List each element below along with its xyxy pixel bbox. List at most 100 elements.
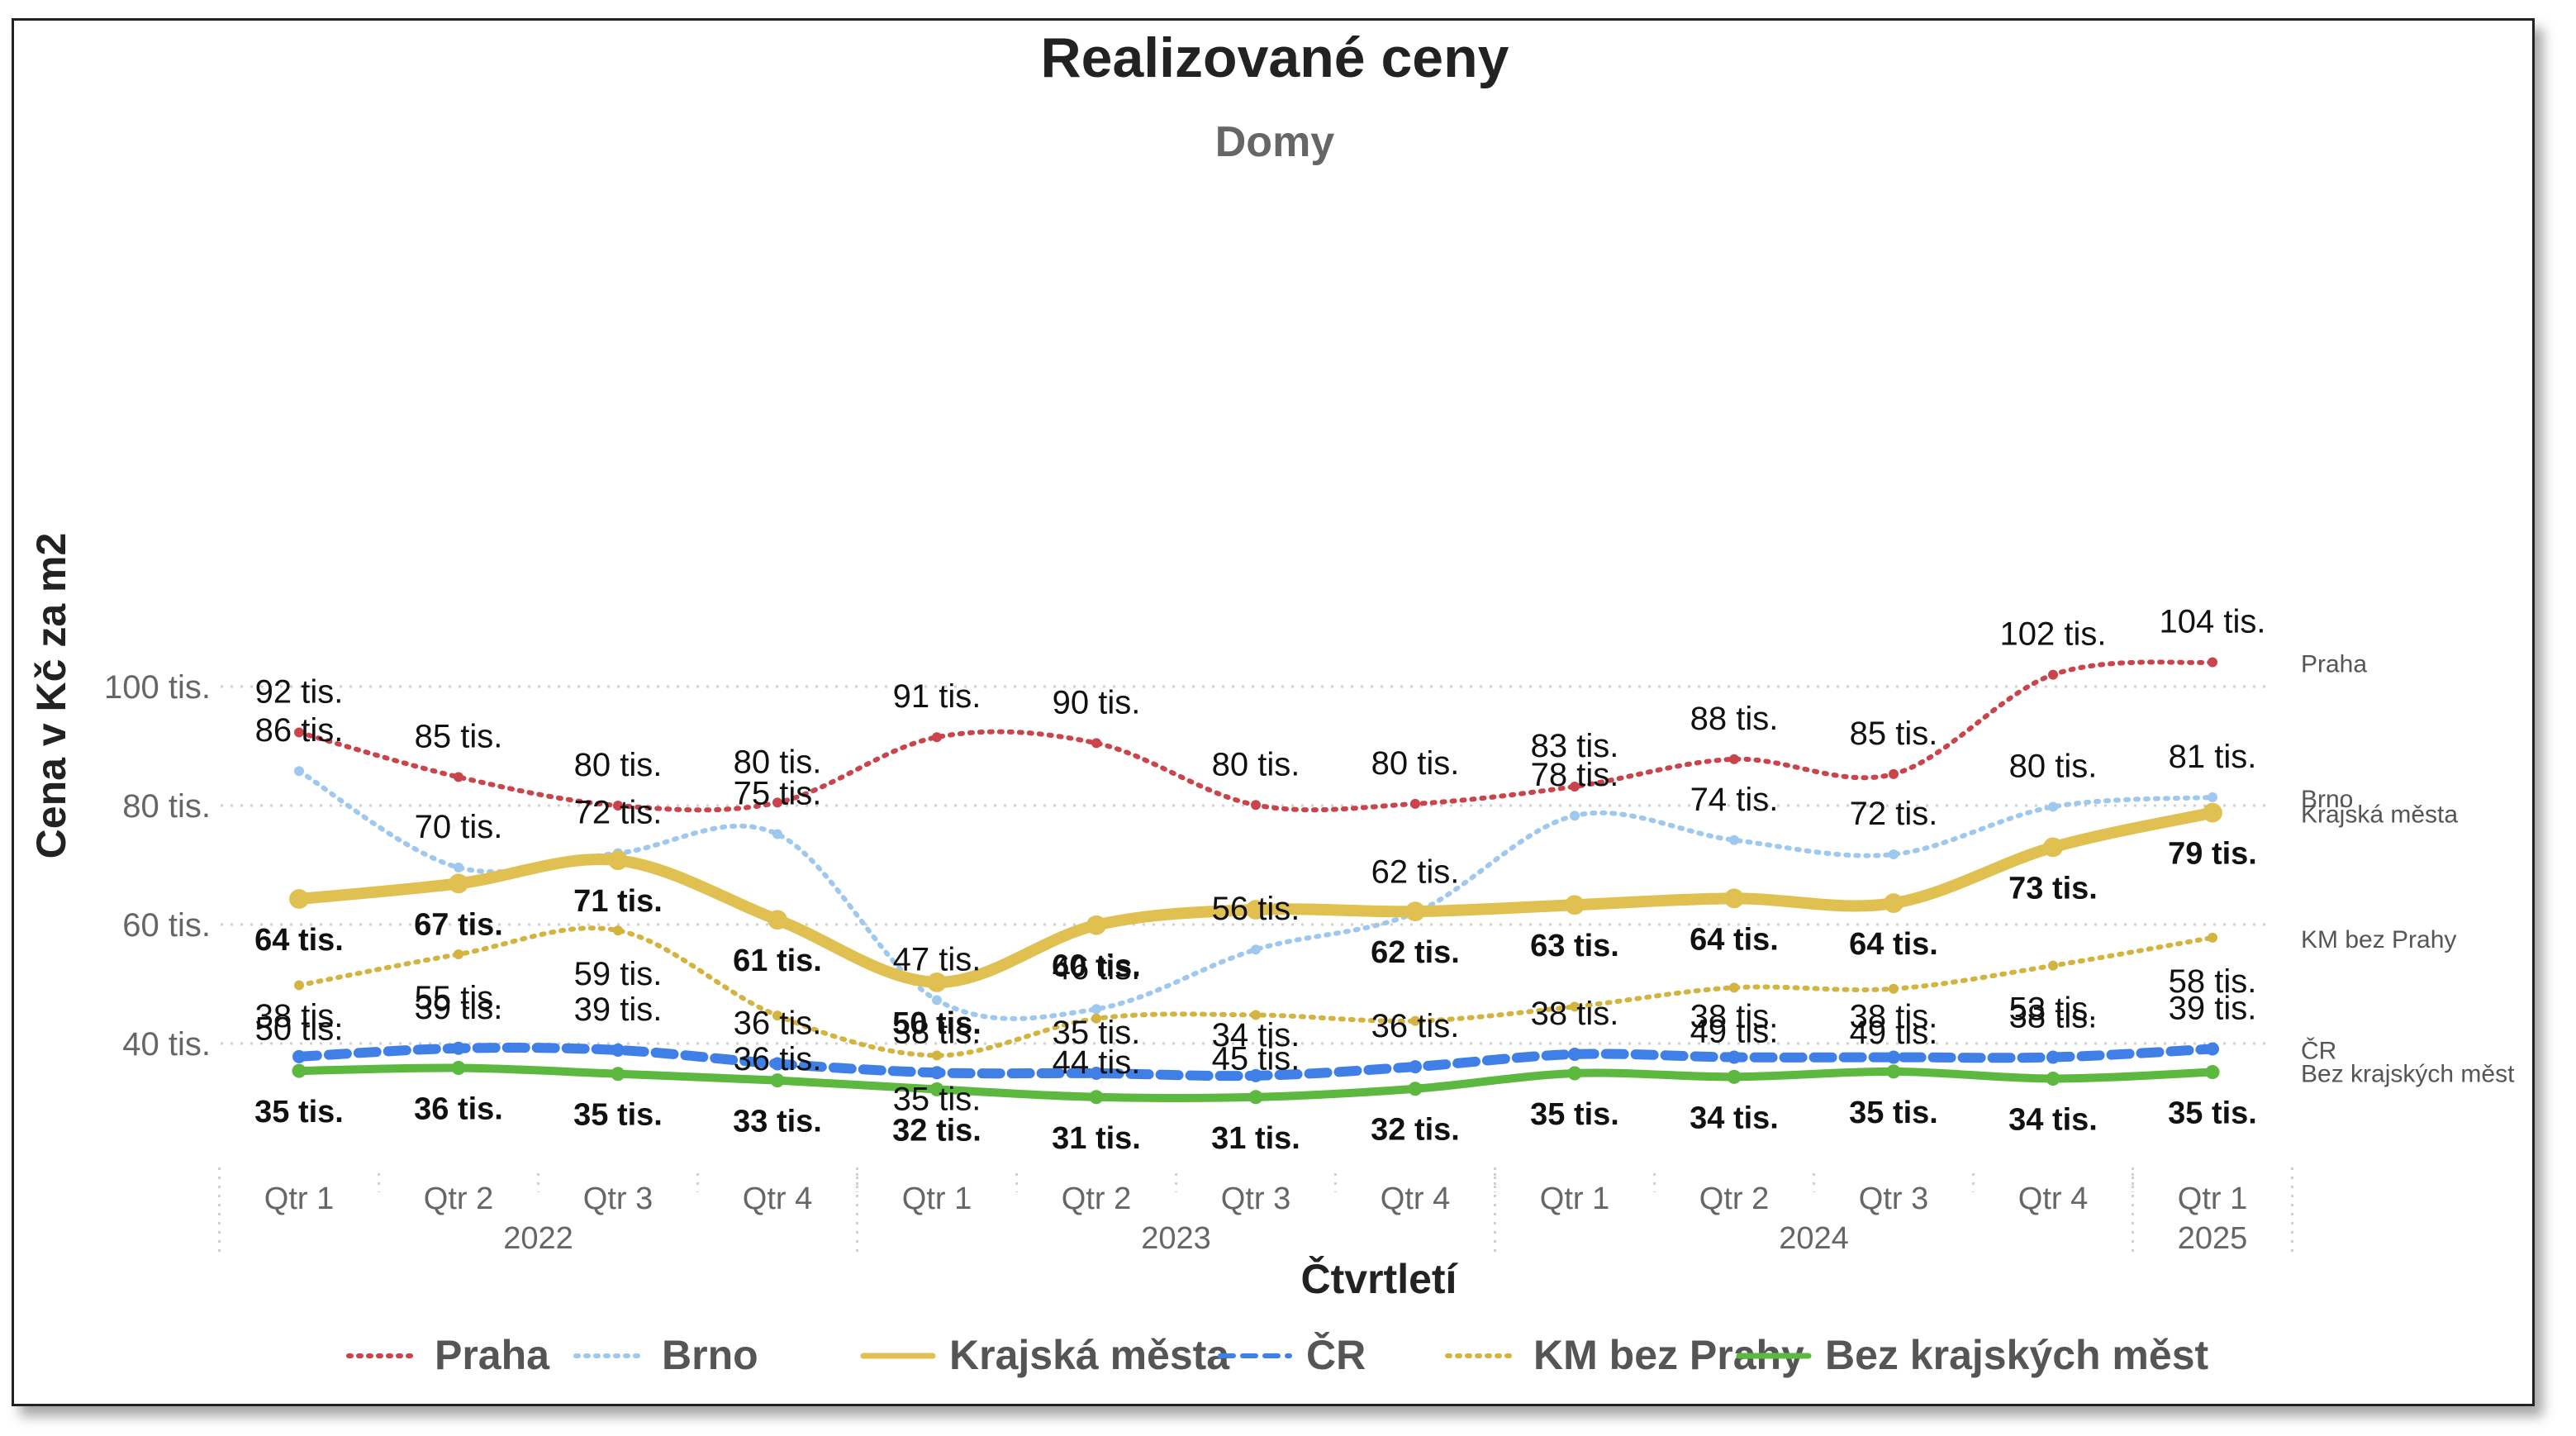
data-point [1408,1082,1423,1096]
data-point [1090,1067,1103,1080]
data-label: 35 tis. [893,1081,981,1117]
data-point [292,1063,307,1078]
legend-item[interactable]: Bez krajských měst [1736,1332,2209,1378]
data-point [1091,738,1101,749]
grid-lines: 40 tis. 60 tis. 80 tis. 100 tis. [104,669,2269,1063]
data-point [1568,1047,1581,1061]
data-label: 74 tis. [1690,782,1779,818]
series-end-label: Praha [2301,650,2367,678]
data-label: 73 tis. [2008,871,2098,906]
data-label: 80 tis. [574,747,663,783]
data-point [770,1073,785,1088]
data-point [2203,802,2222,823]
line-chart: Realizované ceny Domy Cena v Kč za m2 Čt… [28,26,2515,1378]
data-label: 62 tis. [1371,854,1460,891]
data-point [1729,982,1739,993]
data-label: 53 tis. [2009,991,2098,1028]
legend-item[interactable]: Krajská města [860,1332,1230,1378]
legend-item[interactable]: ČR [1218,1331,1366,1378]
data-label: 36 tis. [734,1041,822,1077]
data-label: 34 tis. [1212,1017,1300,1053]
data-label: 86 tis. [255,712,344,749]
x-tick-label: Qtr 2 [1699,1182,1769,1216]
data-point [1405,901,1425,922]
data-point [1886,1064,1901,1079]
data-label: 46 tis. [1053,950,1141,987]
data-label: 91 tis. [893,678,981,715]
legend-item[interactable]: Praha [346,1332,550,1378]
data-point [2208,932,2217,943]
data-label: 32 tis. [1371,1113,1460,1148]
legend-label: Brno [662,1332,758,1378]
data-point [1889,849,1899,860]
legend[interactable]: Praha Brno Krajská města ČR KM bez Prahy Bez … [346,1331,2209,1378]
x-tick-label: Qtr 3 [583,1182,653,1216]
data-point [289,889,309,909]
series-end-label: Krajská města [2301,801,2458,829]
data-label: 64 tis. [254,923,344,958]
data-point [1248,1090,1263,1105]
data-label: 104 tis. [2160,603,2266,640]
data-label: 38 tis. [255,998,344,1034]
data-point [932,732,942,743]
data-label: 64 tis. [1849,927,1938,962]
data-label: 39 tis. [2169,990,2257,1026]
data-label: 62 tis. [1371,935,1460,970]
x-tick-label: Qtr 2 [424,1182,493,1216]
data-point [1410,1015,1420,1026]
data-point [1887,1050,1900,1064]
chart-title: Realizované ceny [1041,26,1509,89]
data-label: 79 tis. [2168,837,2257,872]
data-label: 45 tis. [1212,1040,1300,1077]
data-point [1249,1068,1262,1082]
series-praha [294,657,2217,813]
x-tick-label: Qtr 1 [264,1182,334,1216]
x-tick-label: Qtr 2 [1062,1182,1131,1216]
data-point [1729,834,1739,845]
data-point [2048,669,2058,680]
data-label: 35 tis. [573,1098,663,1133]
data-point [611,1067,625,1082]
data-point [772,1010,782,1021]
x-axis: Qtr 1 Qtr 2 Qtr 3 Qtr 4 Qtr 1 Qtr 2 Qtr 3 Qtr 4… [218,1167,2293,1258]
data-point [1889,983,1899,994]
data-label: 35 tis. [254,1095,344,1129]
x-year-label: 2025 [2178,1221,2248,1256]
data-label: 55 tis. [415,980,503,1016]
data-point [768,910,787,930]
data-point [1091,1013,1101,1024]
data-point [932,1050,942,1061]
data-label: 32 tis. [892,1113,981,1148]
data-point [2208,657,2217,668]
data-label: 85 tis. [1850,716,1938,752]
data-point [1570,811,1580,821]
data-point [2048,801,2058,812]
data-point [1728,1050,1741,1064]
x-tick-label: Qtr 4 [743,1182,812,1216]
data-point [1246,900,1266,920]
data-point [2046,1050,2060,1064]
data-label: 56 tis. [1212,891,1300,927]
data-label: 102 tis. [2000,616,2107,653]
data-point [1570,1001,1580,1012]
chart-subtitle: Domy [1215,118,1335,166]
data-label: 58 tis. [2169,963,2257,1000]
data-point [1410,798,1420,809]
data-label: 72 tis. [574,795,663,831]
x-tick-label: Qtr 1 [1540,1182,1609,1216]
data-point [772,829,782,839]
x-tick-label: Qtr 1 [902,1182,972,1216]
data-point [1251,800,1261,811]
legend-label: Praha [435,1332,550,1378]
data-point [930,1066,943,1080]
data-label: 50 tis. [892,1006,981,1041]
x-axis-title: Čtvrtletí [1301,1255,1459,1302]
data-label: 38 tis. [1690,999,1779,1035]
data-label: 47 tis. [893,941,981,977]
x-tick-label: Qtr 3 [1859,1182,1928,1216]
data-point [1089,1090,1104,1105]
legend-item[interactable]: Brno [573,1332,758,1378]
data-point [772,797,782,808]
data-point [454,949,463,959]
data-label: 38 tis. [1531,996,1619,1032]
